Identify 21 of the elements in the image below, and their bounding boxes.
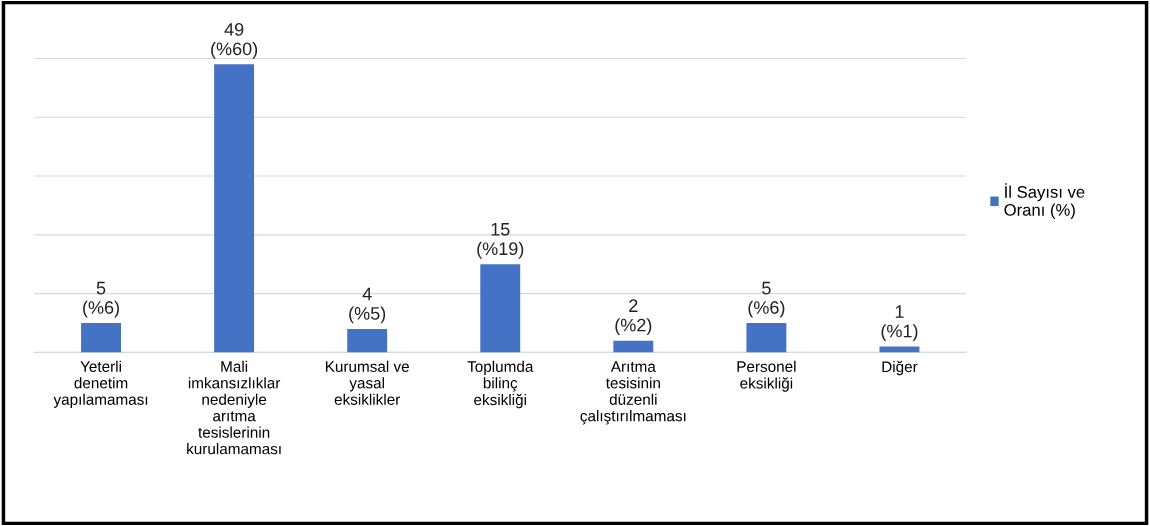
data-label: 5 (%6) [748,281,785,318]
x-tick-label: Toplumda bilinç eksikliği [467,360,534,409]
x-tick-label: Personel eksikliği [737,360,796,392]
bar [613,340,654,353]
x-tick-label: Mali imkansızlıklar nedeniyle arıtma tesislerinin kurulamaması [187,360,281,455]
legend-label: İl Sayısı ve Oranı (%) [1004,183,1085,220]
data-label: 2 (%2) [615,299,652,336]
data-label: 15 (%19) [477,223,524,259]
data-label: 5 (%6) [83,281,119,318]
bar [746,323,787,353]
bar [480,264,521,353]
bar [214,64,255,353]
data-label: 4 (%5) [349,287,386,324]
x-tick-label: Diğer [882,360,918,376]
data-label: 1 (%1) [881,305,918,341]
bar [81,323,121,353]
x-tick-label: Kurumsal ve yasal eksiklikler [325,360,409,405]
bar [347,328,388,353]
data-label: 49 (%60) [211,23,258,59]
x-tick-label: Yeterli denetim yapılamaması [53,360,148,408]
x-tick-label: Arıtma tesisinin düzenli çalıştırılmaması [580,361,686,425]
